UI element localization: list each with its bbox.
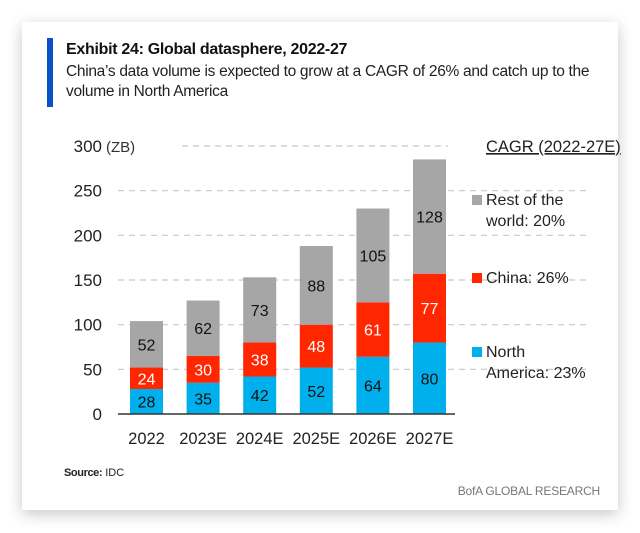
data-label: 52 <box>307 384 325 401</box>
source-value: IDC <box>105 467 125 479</box>
bar-segment-china <box>243 342 277 377</box>
x-tick-label: 2024E <box>236 430 284 448</box>
data-label: 52 <box>138 337 156 354</box>
bar-segment-rest-of-the-world <box>299 246 333 325</box>
data-label: 105 <box>360 248 387 265</box>
legend-title: CAGR (2022-27E) <box>486 138 621 156</box>
data-label: 48 <box>307 339 325 356</box>
legend-label: China: 26% <box>486 270 569 287</box>
source-label: Source: <box>64 467 103 479</box>
bar-segment-china <box>130 367 163 389</box>
data-label: 62 <box>194 321 212 338</box>
data-label: 128 <box>416 210 443 227</box>
x-tick-label: 2022 <box>128 430 165 448</box>
legend-label: world: 20% <box>485 213 565 230</box>
bar-segment-north-america <box>299 367 333 414</box>
y-tick-label: 300 <box>74 137 102 156</box>
legend-swatch <box>472 195 482 205</box>
legend-swatch <box>472 347 482 357</box>
x-tick-label: 2023E <box>179 430 227 448</box>
data-label: 64 <box>364 378 382 395</box>
x-tick-label: 2025E <box>292 430 340 448</box>
bar-segment-rest-of-the-world <box>356 208 390 303</box>
title-accent-bar <box>47 38 53 107</box>
legend-swatch <box>472 273 482 283</box>
y-tick-label: 150 <box>74 271 102 290</box>
data-label: 77 <box>421 301 439 318</box>
bar-segment-rest-of-the-world <box>186 300 220 356</box>
brand-label: BofA GLOBAL RESEARCH <box>457 484 600 498</box>
legend-label: America: 23% <box>486 365 586 382</box>
data-label: 28 <box>138 394 156 411</box>
y-tick-label: 0 <box>93 405 102 424</box>
y-tick-label: 250 <box>74 182 102 201</box>
data-label: 30 <box>194 362 212 379</box>
source-note: Source: IDC <box>64 467 124 479</box>
bar-segment-north-america <box>243 376 277 414</box>
data-label: 88 <box>307 278 325 295</box>
y-tick-label: 50 <box>83 360 102 379</box>
y-tick-label: 100 <box>74 316 102 335</box>
bar-segment-china <box>356 302 390 357</box>
bar-segment-china <box>413 273 446 343</box>
legend-label: North <box>486 344 525 361</box>
bar-segment-rest-of-the-world <box>130 321 163 368</box>
y-axis-unit-label: (ZB) <box>106 139 135 156</box>
data-label: 24 <box>138 371 156 388</box>
bar-segment-north-america <box>413 342 446 414</box>
bar-segment-china <box>186 355 220 383</box>
exhibit-subtitle: China’s data volume is expected to grow … <box>66 63 590 100</box>
data-label: 80 <box>421 371 439 388</box>
bar-segment-north-america <box>130 388 163 414</box>
data-label: 35 <box>194 391 212 408</box>
bar-segment-rest-of-the-world <box>413 159 446 274</box>
x-tick-label: 2027E <box>406 430 454 448</box>
exhibit-title: Exhibit 24: Global datasphere, 2022-27 <box>66 41 348 58</box>
data-label: 61 <box>364 323 382 340</box>
bar-segment-north-america <box>186 382 220 414</box>
data-label: 73 <box>251 303 269 320</box>
data-label: 42 <box>251 388 269 405</box>
y-tick-label: 200 <box>74 226 102 245</box>
legend-label: Rest of the <box>486 192 563 209</box>
data-label: 38 <box>251 353 269 370</box>
x-tick-label: 2026E <box>349 430 397 448</box>
bar-segment-rest-of-the-world <box>243 277 277 343</box>
bar-segment-north-america <box>356 356 390 414</box>
bar-segment-china <box>299 324 333 368</box>
